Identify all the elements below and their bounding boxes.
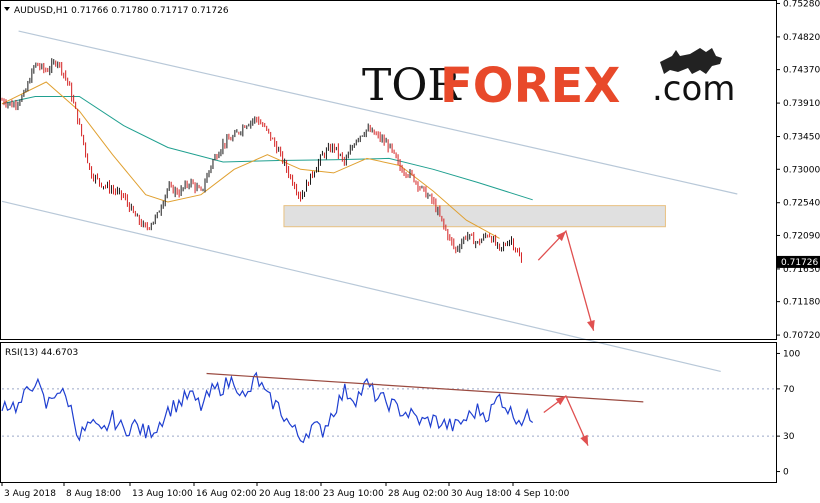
price-tick-label: 0.74370	[783, 66, 820, 76]
rsi-axis: 100 70 30 0	[776, 349, 800, 478]
resistance-zone	[283, 205, 666, 228]
forecast-arrow-down	[587, 320, 595, 331]
rsi-tick-label: 0	[783, 468, 789, 478]
rsi-forecast-path	[543, 394, 589, 446]
price-tick-label: 0.73910	[783, 99, 820, 109]
price-tick-label: 0.73450	[783, 133, 820, 143]
time-tick-label: 4 Sep 10:00	[515, 489, 570, 499]
time-tick-label: 8 Aug 18:00	[66, 489, 121, 499]
current-price-box	[777, 255, 820, 268]
logo-tor-text: TOR	[362, 60, 462, 111]
price-tick-label: 0.75280	[783, 0, 820, 9]
ma-fast-line	[1, 81, 500, 239]
channel-upper-line	[18, 30, 738, 195]
price-tick-label: 0.70720	[783, 331, 820, 341]
chart-frames	[0, 0, 777, 483]
time-tick-label: 23 Aug 10:00	[323, 489, 384, 499]
current-price-label: 0.71726	[781, 258, 818, 268]
price-tick-label: 0.73000	[783, 165, 820, 175]
logo-forex-text: FOREX	[440, 58, 620, 114]
time-tick-label: 16 Aug 02:00	[196, 489, 257, 499]
time-tick-label: 13 Aug 10:00	[132, 489, 193, 499]
rsi-trendline	[206, 372, 644, 403]
main-frame	[0, 0, 777, 340]
dropdown-arrow-icon[interactable]	[4, 7, 10, 11]
rsi-tick-label: 100	[783, 349, 800, 359]
channel-lower-line	[1, 200, 721, 373]
time-tick-label: 20 Aug 18:00	[259, 489, 320, 499]
price-tick-label: 0.71180	[783, 298, 820, 308]
rsi-info: RSI(13) 44.6703	[5, 348, 78, 358]
price-tick-label: 0.74820	[783, 33, 820, 43]
price-tick-label: 0.71630	[783, 265, 820, 275]
logo-com-text: .com	[652, 69, 735, 109]
torforex-logo: TOR FOREX .com	[362, 48, 735, 114]
rsi-frame	[0, 342, 777, 483]
rsi-forecast-arrow-down	[580, 434, 589, 446]
rsi-tick-label: 30	[783, 432, 795, 442]
time-tick-label: 28 Aug 02:00	[388, 489, 449, 499]
symbol-info: AUDUSD,H1 0.71766 0.71780 0.71717 0.7172…	[14, 6, 229, 16]
rsi-tick-label: 70	[783, 385, 795, 395]
header: AUDUSD,H1 0.71766 0.71780 0.71717 0.7172…	[4, 6, 229, 358]
rsi-plot	[1, 371, 776, 446]
main-plot	[1, 30, 738, 373]
price-tick-label: 0.72540	[783, 199, 820, 209]
rsi-forecast-arrow-up	[555, 395, 566, 406]
time-tick-label: 3 Aug 2018	[4, 489, 56, 499]
price-axis: 0.75280 0.74820 0.74370 0.73910 0.73450 0.730…	[776, 0, 820, 341]
bull-icon	[660, 48, 722, 74]
forecast-arrow-up	[556, 231, 566, 242]
price-tick-label: 0.72090	[783, 231, 820, 241]
rsi-line	[1, 371, 534, 444]
time-axis: 3 Aug 2018 8 Aug 18:00 13 Aug 10:00 16 Aug …	[1, 482, 570, 499]
time-tick-label: 30 Aug 18:00	[451, 489, 512, 499]
